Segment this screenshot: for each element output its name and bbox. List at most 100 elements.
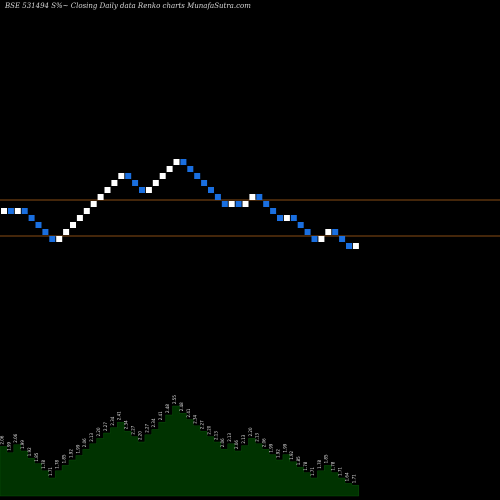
renko-brick-down — [42, 229, 49, 235]
volume-label: 2.41 — [117, 411, 122, 420]
renko-brick-down — [7, 208, 14, 214]
renko-brick-down — [339, 236, 346, 242]
chart-title: BSE 531494 S%~ Closing Daily data Renko … — [5, 2, 251, 10]
renko-brick-down — [201, 180, 208, 186]
renko-brick-up — [145, 187, 152, 193]
volume-label: 1.71 — [310, 467, 315, 476]
renko-brick-up — [249, 194, 256, 200]
renko-brick-down — [311, 236, 318, 242]
volume-label: 1.78 — [55, 459, 60, 468]
volume-label: 2.27 — [131, 425, 136, 434]
renko-brick-down — [180, 159, 187, 165]
renko-brick-down — [270, 208, 277, 214]
volume-label: 1.78 — [331, 461, 336, 470]
volume-label: 1.78 — [303, 461, 308, 470]
volume-label: 2.48 — [179, 402, 184, 411]
renko-brick-down — [290, 215, 297, 221]
renko-brick-up — [118, 173, 125, 179]
volume-label: 2.20 — [248, 427, 253, 436]
volume-label: 1.92 — [68, 449, 73, 458]
volume-label: 1.99 — [282, 443, 287, 452]
volume-label: 2.13 — [227, 432, 232, 441]
renko-brick-down — [49, 236, 56, 242]
renko-brick-down — [21, 208, 28, 214]
volume-label: 2.34 — [193, 414, 198, 423]
reference-lines — [0, 199, 500, 237]
volume-label: 1.71 — [338, 467, 343, 476]
renko-brick-up — [159, 173, 166, 179]
renko-brick-up — [1, 208, 7, 214]
volume-label: 2.06 — [0, 435, 4, 444]
renko-brick-up — [166, 166, 173, 172]
volume-label: 1.99 — [75, 444, 80, 453]
volume-label: 2.41 — [158, 411, 163, 420]
volume-label: 2.48 — [165, 404, 170, 413]
renko-brick-up — [352, 243, 359, 249]
volume-label: 2.13 — [89, 432, 94, 441]
renko-brick-up — [104, 187, 111, 193]
volume-label: 2.27 — [200, 420, 205, 429]
renko-brick-down — [297, 222, 304, 228]
renko-brick-up — [83, 208, 90, 214]
volume-label: 1.64 — [344, 472, 349, 481]
volume-label: 2.13 — [241, 434, 246, 443]
renko-brick-up — [76, 215, 83, 221]
volume-label: 1.71 — [48, 467, 53, 476]
volume-label: 2.06 — [234, 440, 239, 449]
renko-brick-up — [242, 201, 249, 207]
renko-brick-down — [35, 222, 42, 228]
renko-brick-down — [187, 166, 194, 172]
renko-brick-up — [14, 208, 21, 214]
volume-label: 2.06 — [220, 438, 225, 447]
renko-brick-down — [194, 173, 201, 179]
renko-brick-down — [214, 194, 221, 200]
volume-label: 2.34 — [151, 418, 156, 427]
volume-label: 2.20 — [137, 431, 142, 440]
volume-label: 1.99 — [6, 441, 11, 450]
volume-label: 2.34 — [124, 420, 129, 429]
renko-brick-up — [318, 236, 325, 242]
volume-label: 1.85 — [62, 454, 67, 463]
volume-label: 1.85 — [296, 456, 301, 465]
renko-brick-down — [28, 215, 35, 221]
renko-brick-up — [283, 215, 290, 221]
renko-brick-up — [70, 222, 76, 228]
renko-brick-up — [152, 180, 159, 186]
volume-label: 2.20 — [206, 425, 211, 434]
renko-brick-down — [346, 243, 352, 249]
renko-brick-down — [304, 229, 311, 235]
renko-brick-down — [208, 187, 214, 193]
volume-label: 1.92 — [289, 450, 294, 459]
renko-brick-up — [97, 194, 104, 200]
volume-label: 1.92 — [27, 447, 32, 456]
renko-brick-up — [325, 229, 332, 235]
volume-area — [0, 405, 359, 497]
renko-brick-down — [256, 194, 263, 200]
renko-brick-up — [90, 201, 97, 207]
renko-bricks — [1, 159, 359, 249]
volume-label: 2.55 — [172, 395, 177, 404]
renko-brick-down — [132, 180, 139, 186]
volume-label: 1.78 — [317, 459, 322, 468]
volume-label: 1.85 — [34, 452, 39, 461]
volume-label: 2.41 — [186, 408, 191, 417]
renko-brick-down — [139, 187, 145, 193]
volume-label: 1.92 — [275, 449, 280, 458]
renko-brick-down — [263, 201, 270, 207]
volume-label: 2.06 — [262, 438, 267, 447]
renko-brick-down — [125, 173, 132, 179]
volume-label: 2.27 — [103, 422, 108, 431]
volume-labels: 2.061.992.061.991.921.851.781.711.781.85… — [0, 395, 356, 484]
volume-label: 1.99 — [20, 440, 25, 449]
renko-brick-down — [277, 215, 283, 221]
volume-label: 2.20 — [96, 427, 101, 436]
volume-label: 2.13 — [255, 432, 260, 441]
volume-label: 2.06 — [13, 433, 18, 442]
renko-brick-up — [173, 159, 180, 165]
volume-label: 1.85 — [324, 454, 329, 463]
volume-label: 2.34 — [110, 416, 115, 425]
volume-label: 2.27 — [144, 423, 149, 432]
volume-label: 2.13 — [213, 431, 218, 440]
renko-brick-down — [332, 229, 339, 235]
